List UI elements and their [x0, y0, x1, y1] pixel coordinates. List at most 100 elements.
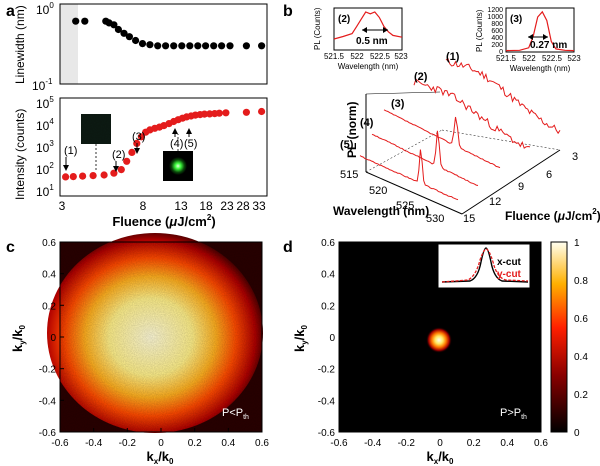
intensity-point	[128, 148, 136, 156]
heatmap-d-xtick: 0	[437, 438, 443, 449]
inset-3-ytick-0: 0	[499, 49, 503, 56]
intensity-point	[258, 107, 266, 116]
linewidth-point	[132, 36, 140, 45]
linewidth-point	[194, 42, 202, 50]
inset-3-xtick-3: 523	[567, 54, 581, 63]
heatmap-d-xlabel: kx/k0	[427, 449, 455, 466]
intensity-ytick-3-exp: 3	[49, 139, 54, 148]
fluence-tick-12: 12	[489, 196, 501, 208]
intensity-ytick-5-exp: 5	[49, 95, 54, 104]
linewidth-point	[162, 42, 170, 50]
cut-inset: x-cut y-cut Intensity -0.6 0 0.6 k/k0	[427, 243, 536, 310]
heatmap-c-ylabel-sub-0: 0	[18, 324, 27, 329]
heatmap-c-xticks: -0.6 -0.4 -0.2 0 0.2 0.4 0.6	[51, 428, 269, 449]
colorbar-tick: 0.4	[574, 352, 588, 363]
wavelength-tick-520: 520	[369, 185, 387, 197]
intensity-xtick-18: 18	[199, 199, 213, 213]
inset-2-xlabel: Wavelength (nm)	[338, 62, 399, 71]
linewidth-point	[202, 42, 210, 50]
inset-3-line	[505, 10, 575, 52]
intensity-annotation-5: (5)	[184, 138, 197, 150]
inset-2-annotation: 0.5 nm	[356, 36, 388, 47]
intensity-ytick-2: 102	[36, 161, 54, 177]
x-cut-line	[441, 247, 529, 283]
linewidth-point	[226, 42, 234, 50]
heatmap-c-ytick: -0.4	[39, 396, 57, 407]
heatmap-c-annotation: P<Pth	[222, 407, 249, 421]
inset-3-xtick-0: 521.5	[496, 54, 517, 63]
intensity-xlabel: Fluence (μJ/cm2)	[112, 213, 215, 229]
heatmap-c-xtick: 0	[158, 438, 164, 449]
intensity-ytick-5: 105	[36, 95, 54, 111]
heatmap-d-ylabel-sub-0: 0	[300, 324, 309, 329]
inset-2-xtick-2: 522.5	[370, 52, 391, 61]
heatmap-d-xticks: -0.6 -0.4 -0.2 0 0.2 0.4 0.6	[330, 428, 548, 449]
inset-2-xtick-1: 522	[350, 52, 364, 61]
wavelength-axis-label: Wavelength (nm)	[333, 204, 429, 218]
heatmap-d-ytick: 0.4	[321, 270, 335, 281]
intensity-xlabel-mu: μ	[168, 214, 177, 229]
intensity-point	[69, 173, 77, 181]
heatmap-d-ylabel-sub-y: y	[300, 340, 309, 345]
colorbar-tick: 1	[574, 238, 580, 249]
intensity-annotation-2: (2)	[112, 149, 125, 161]
panel-a: a 100 10-1 Linewidth (nm) 105 104 103 1	[6, 1, 268, 229]
linewidth-ylabel: Linewidth (nm)	[13, 5, 27, 84]
intensity-point	[79, 172, 87, 180]
heatmap-d-ytick: -0.4	[318, 396, 336, 407]
x-cut-legend: x-cut	[497, 257, 522, 268]
linewidth-points	[72, 17, 266, 50]
heatmap-d-ytick: 0	[329, 333, 335, 344]
linewidth-point	[178, 42, 186, 50]
waterfall-zlabel: PL (norm)	[345, 102, 359, 158]
colorbar-ticks: 1 0.8 0.6 0.4 0.2 0	[574, 238, 588, 439]
panel-label-a: a	[6, 3, 15, 20]
inset-3-xtick-2: 522.5	[542, 54, 563, 63]
intensity-xtick-28: 28	[236, 199, 250, 213]
inset-3-ylabel: PL (Counts)	[475, 9, 484, 52]
waterfall-traces: (1) (2) (3) (4) (5)	[340, 51, 561, 201]
linewidth-point	[81, 17, 89, 25]
linewidth-point	[218, 42, 226, 50]
trace-2	[413, 78, 531, 149]
y-cut-legend: y-cut	[497, 269, 522, 280]
heatmap-d-ytick: -0.6	[318, 428, 336, 439]
intensity-ytick-4-exp: 4	[49, 117, 54, 126]
heatmap-c-ylabel-slash: /k	[10, 329, 25, 341]
panel-label-c: c	[6, 239, 15, 256]
heatmap-c-xlabel-sub-0: 0	[169, 457, 174, 466]
intensity-point	[62, 173, 70, 181]
heatmap-c-xtick: 0.4	[221, 438, 235, 449]
fluence-axis-label-sup: 2	[592, 207, 597, 216]
waterfall-axes: PL (norm) 515 520 525 530 Wavelength (nm…	[333, 91, 600, 225]
heatmap-d-ytick: -0.2	[318, 365, 336, 376]
colorbar-tick: 0.8	[574, 276, 588, 287]
intensity-point	[215, 109, 223, 117]
intensity-ytick-1: 101	[36, 183, 54, 199]
heatmap-c-ytick: -0.2	[39, 365, 57, 376]
intensity-ytick-2-exp: 2	[49, 161, 54, 170]
cut-inset-xtick-0: 0	[482, 290, 487, 299]
intensity-ytick-3: 103	[36, 139, 54, 155]
panel-c: c P<Pth -0.6-0.4-0.200.20.40.6 -0.6 -0.4-…	[6, 233, 269, 466]
panel-label-b: b	[283, 3, 293, 20]
linewidth-point	[186, 42, 194, 50]
linewidth-point	[120, 29, 128, 37]
heatmap-d-xlabel-slash: /k	[438, 449, 450, 464]
intensity-xtick-3: 3	[59, 199, 66, 213]
intensity-point	[222, 109, 230, 117]
linewidth-ytick-bottom: 10-1	[32, 77, 53, 93]
colorbar: 1 0.8 0.6 0.4 0.2 0	[550, 238, 588, 439]
panel-d: d P>Pth -0.6-0.4-0.200.20.40.6 -0.6 -0.4-…	[283, 238, 588, 466]
panel-b: b (2) 0.5 nm PL (Counts) 521.5 522 522.5…	[283, 3, 600, 225]
trace-4	[371, 130, 479, 186]
heatmap-d-ylabel-slash: /k	[292, 329, 307, 341]
inset-3-xlabel: Wavelength (nm)	[510, 64, 571, 73]
intensity-ylabel: Intensity (counts)	[13, 109, 27, 200]
cut-inset-xlabel: k/k0	[477, 299, 491, 310]
intensity-point	[117, 166, 125, 174]
heatmap-d-ytick: 0.2	[321, 301, 335, 312]
linewidth-point	[138, 40, 147, 48]
intensity-points	[62, 107, 266, 181]
heatmap-c-yticks: -0.6 -0.4 -0.2 0 0.2 0.4 0.6	[39, 238, 64, 439]
